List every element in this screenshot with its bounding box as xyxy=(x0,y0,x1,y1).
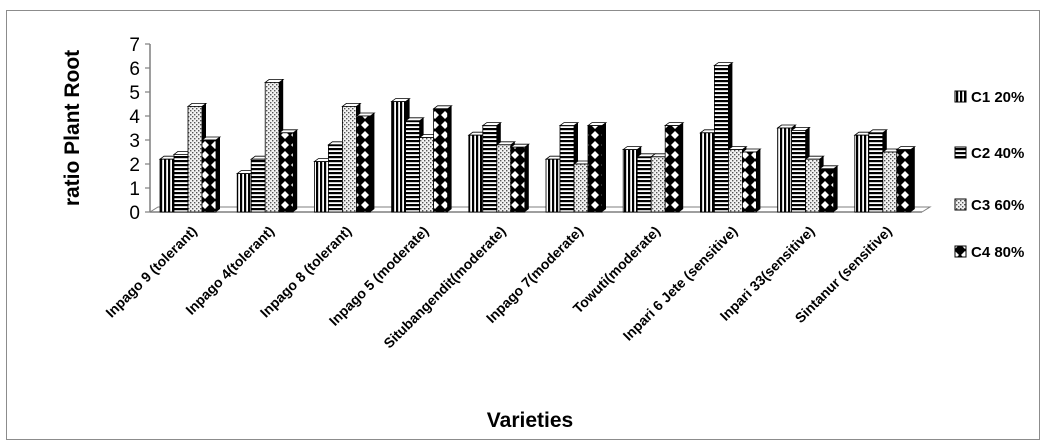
bar-front xyxy=(559,125,575,213)
legend-label: C4 80% xyxy=(971,244,1024,261)
bar-front xyxy=(391,101,407,213)
bar xyxy=(278,129,299,213)
bar xyxy=(818,165,839,213)
legend-swatch xyxy=(954,146,967,159)
bar xyxy=(664,122,685,213)
bar-front xyxy=(173,153,189,213)
bar-front xyxy=(278,132,294,213)
y-tick-labels: 0 1 2 3 4 5 6 7 xyxy=(129,35,150,224)
legend-item: C3 60% xyxy=(954,197,1024,214)
bar-front xyxy=(882,151,898,213)
bar-front xyxy=(587,125,603,213)
bar-side xyxy=(602,122,606,212)
legend: C1 20% C2 40% C3 60% C4 80% xyxy=(954,89,1024,261)
x-axis-title: Varieties xyxy=(487,409,573,432)
bar-front xyxy=(714,65,729,213)
bar xyxy=(355,112,376,213)
bar-front xyxy=(327,144,343,213)
bar-front xyxy=(433,108,449,213)
bar-front xyxy=(201,139,217,213)
bar-front xyxy=(468,134,484,213)
y-tick-label: 4 xyxy=(129,107,140,128)
bar-front xyxy=(250,158,266,213)
bar-front xyxy=(650,156,666,213)
bar xyxy=(200,136,222,213)
legend-label: C2 40% xyxy=(971,145,1024,162)
bar-front xyxy=(341,106,357,213)
bar-front xyxy=(405,120,421,213)
bar-side xyxy=(756,149,761,212)
legend-item: C1 20% xyxy=(954,89,1024,106)
legend-item: C2 40% xyxy=(954,145,1024,162)
bar-side xyxy=(524,144,529,212)
bar-front xyxy=(510,146,526,213)
category-labels: Inpago 9 (tolerant)Inpago 4(tolerant)Inp… xyxy=(102,223,894,351)
bar-side xyxy=(447,105,452,212)
bar-front xyxy=(854,134,870,213)
legend-swatch xyxy=(954,90,967,103)
legend-label: C3 60% xyxy=(971,197,1024,214)
bar-front xyxy=(187,106,203,213)
bar xyxy=(895,146,916,213)
y-tick-label: 6 xyxy=(129,59,140,80)
legend-swatch xyxy=(954,198,967,211)
y-tick-label: 2 xyxy=(129,155,140,176)
y-tick-label: 3 xyxy=(129,131,140,152)
bar-front xyxy=(819,168,834,213)
bar-side xyxy=(370,113,375,212)
bar-side xyxy=(910,146,915,212)
bar-front xyxy=(896,149,912,213)
bar xyxy=(586,122,608,213)
bar-front xyxy=(264,82,280,213)
bar-front xyxy=(496,144,512,213)
y-tick-label: 0 xyxy=(129,203,140,224)
bar-side xyxy=(216,137,220,212)
chart-frame xyxy=(6,10,1040,440)
bar-front xyxy=(313,161,329,213)
bar xyxy=(432,105,453,213)
bar-side xyxy=(293,129,298,212)
bar xyxy=(741,148,762,213)
bar-front xyxy=(742,151,757,213)
bar-front xyxy=(159,158,175,213)
category-label: Situbangendit(moderate) xyxy=(380,223,508,351)
bar-front xyxy=(664,125,680,213)
legend-label: C1 20% xyxy=(971,89,1024,106)
legend-swatch xyxy=(954,245,967,258)
bar-front xyxy=(419,137,435,213)
bar-side xyxy=(833,165,838,212)
bar-front xyxy=(545,158,561,213)
bar-front xyxy=(636,156,652,213)
bar-front xyxy=(868,132,884,213)
bar-front xyxy=(236,173,252,213)
bars xyxy=(158,62,916,213)
bar-front xyxy=(805,158,820,213)
bar-front xyxy=(777,127,792,213)
bar-front xyxy=(622,149,638,213)
bar-front xyxy=(791,129,806,213)
bar xyxy=(509,143,530,213)
bar-front xyxy=(728,149,743,213)
y-axis-title: ratio Plant Root xyxy=(61,50,84,206)
legend-item: C4 80% xyxy=(954,244,1024,261)
bar-front xyxy=(573,163,589,213)
bar-front xyxy=(482,125,498,213)
y-tick-label: 5 xyxy=(129,83,140,104)
y-tick-label: 7 xyxy=(129,35,140,56)
bar-side xyxy=(679,122,684,212)
bar-front xyxy=(355,115,371,213)
bar-front xyxy=(700,132,715,213)
floor-edge xyxy=(149,206,932,213)
y-tick-label: 1 xyxy=(129,179,140,200)
